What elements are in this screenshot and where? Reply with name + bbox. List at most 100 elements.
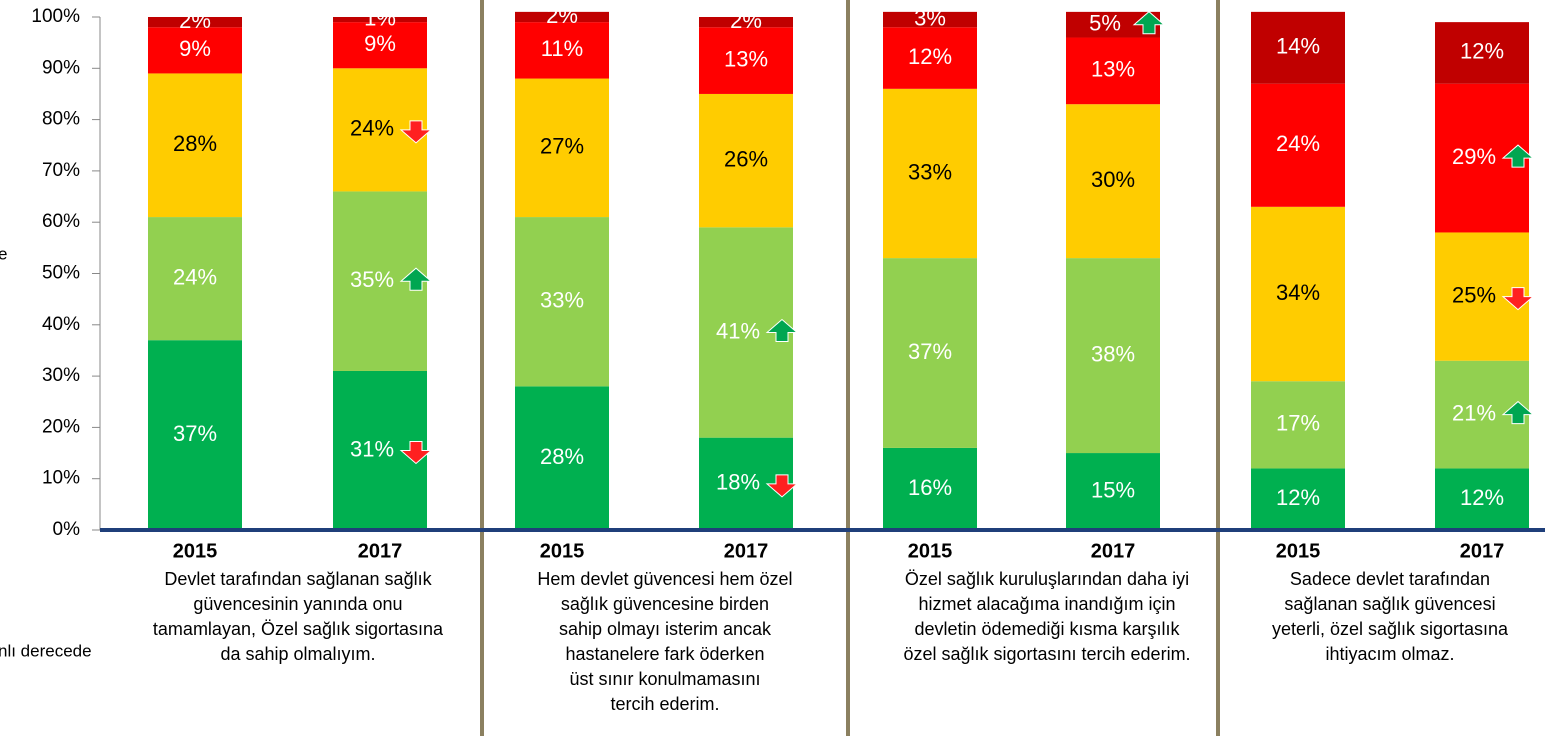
y-tick-label: 50% (42, 263, 80, 284)
group-label: da sahip olmalıyım. (220, 644, 375, 664)
value-label: 33% (540, 288, 584, 313)
trend-arrow (399, 120, 433, 144)
clipped-text: e (0, 244, 7, 263)
bar-segment (148, 73, 242, 218)
bar-segment (1066, 453, 1160, 530)
value-label: 28% (173, 131, 217, 156)
bar-segment (148, 17, 242, 28)
value-label: 24% (350, 116, 394, 141)
y-tick-label: 100% (31, 6, 80, 27)
value-label: 38% (1091, 341, 1135, 366)
y-tick-label: 90% (42, 57, 80, 78)
bar-segment (883, 11, 977, 28)
trend-arrow (1501, 400, 1535, 425)
value-label: 2% (546, 3, 578, 28)
group-label: hizmet alacağıma inandığım için (918, 594, 1175, 614)
bar-segment (148, 340, 242, 530)
group-label: sağlık güvencesine birden (561, 594, 769, 614)
y-tick-label: 70% (42, 160, 80, 181)
bar-segment (699, 93, 793, 228)
y-tick-label: 30% (42, 365, 80, 386)
value-label: 18% (716, 470, 760, 495)
value-label: 30% (1091, 167, 1135, 192)
group-label: özel sağlık sigortasını tercih ederim. (903, 644, 1190, 664)
value-label: 26% (724, 146, 768, 171)
group-label: ihtiyacım olmaz. (1325, 644, 1454, 664)
bar-segment (515, 11, 609, 23)
value-label: 2% (179, 8, 211, 33)
value-label: 5% (1089, 11, 1121, 36)
value-label: 34% (1276, 280, 1320, 305)
bar-segment (699, 27, 793, 94)
value-label: 16% (908, 475, 952, 500)
bar-segment (515, 22, 609, 79)
bar-segment (333, 22, 427, 69)
trend-arrow (399, 267, 433, 291)
value-label: 12% (1460, 39, 1504, 64)
trend-arrow (1501, 287, 1535, 311)
bar-segment (515, 386, 609, 530)
y-tick-label: 80% (42, 109, 80, 130)
group-label: Hem devlet güvencesi hem özel (537, 569, 792, 589)
value-label: 24% (173, 264, 217, 289)
group-label: Devlet tarafından sağlanan sağlık (164, 569, 432, 589)
group-label: devletin ödemediği kısma karşılık (914, 619, 1180, 639)
bar-segment (883, 88, 977, 259)
x-tick-label: 2017 (724, 540, 769, 562)
value-label: 13% (1091, 57, 1135, 82)
bar-segment (333, 17, 427, 23)
trend-arrow (765, 318, 799, 342)
y-tick-label: 10% (42, 468, 80, 489)
x-tick-label: 2015 (173, 540, 218, 562)
x-tick-label: 2015 (1276, 540, 1321, 562)
clipped-text: nlı derecede (0, 641, 92, 660)
bar-segment (1066, 104, 1160, 259)
group-label: Sadece devlet tarafından (1290, 569, 1490, 589)
bar-segment (148, 27, 242, 74)
value-label: 33% (908, 159, 952, 184)
value-label: 2% (730, 8, 762, 33)
value-label: 9% (364, 31, 396, 56)
bar-segment (1251, 206, 1345, 382)
value-label: 28% (540, 444, 584, 469)
value-label: 21% (1452, 400, 1496, 425)
trend-arrow (399, 440, 433, 465)
value-label: 37% (908, 339, 952, 364)
group-label: yeterli, özel sağlık sigortasına (1272, 619, 1509, 639)
bar-segment (1066, 258, 1160, 454)
x-tick-label: 2015 (540, 540, 585, 562)
bar-segment (883, 447, 977, 530)
group-label: sahip olmayı isterim ancak (559, 619, 772, 639)
value-label: 25% (1452, 282, 1496, 307)
bar-segment (515, 217, 609, 387)
value-label: 37% (173, 421, 217, 446)
value-label: 35% (350, 267, 394, 292)
bar-segment (515, 78, 609, 218)
x-tick-label: 2015 (908, 540, 953, 562)
group-label: Özel sağlık kuruluşlarından daha iyi (905, 569, 1189, 589)
value-label: 15% (1091, 477, 1135, 502)
bar-segment (1251, 381, 1345, 469)
bar-segment (1251, 11, 1345, 84)
bar-segment (883, 27, 977, 89)
group-label: güvencesinin yanında onu (193, 594, 402, 614)
x-tick-label: 2017 (1091, 540, 1136, 562)
value-label: 1% (364, 5, 396, 30)
value-label: 11% (541, 36, 583, 61)
y-tick-label: 40% (42, 314, 80, 335)
bar-segment (883, 258, 977, 448)
bar-segment (699, 17, 793, 28)
y-tick-label: 20% (42, 416, 80, 437)
group-label: üst sınır konulmamasını (569, 669, 760, 689)
value-label: 13% (724, 46, 768, 71)
value-label: 3% (914, 5, 946, 30)
x-tick-label: 2017 (358, 540, 403, 562)
value-label: 27% (540, 134, 584, 159)
trend-arrow (1501, 144, 1535, 168)
y-tick-label: 0% (53, 519, 81, 540)
trend-arrow (765, 474, 799, 498)
value-label: 12% (1460, 485, 1504, 510)
value-label: 12% (1276, 485, 1320, 510)
x-tick-label: 2017 (1460, 540, 1505, 562)
